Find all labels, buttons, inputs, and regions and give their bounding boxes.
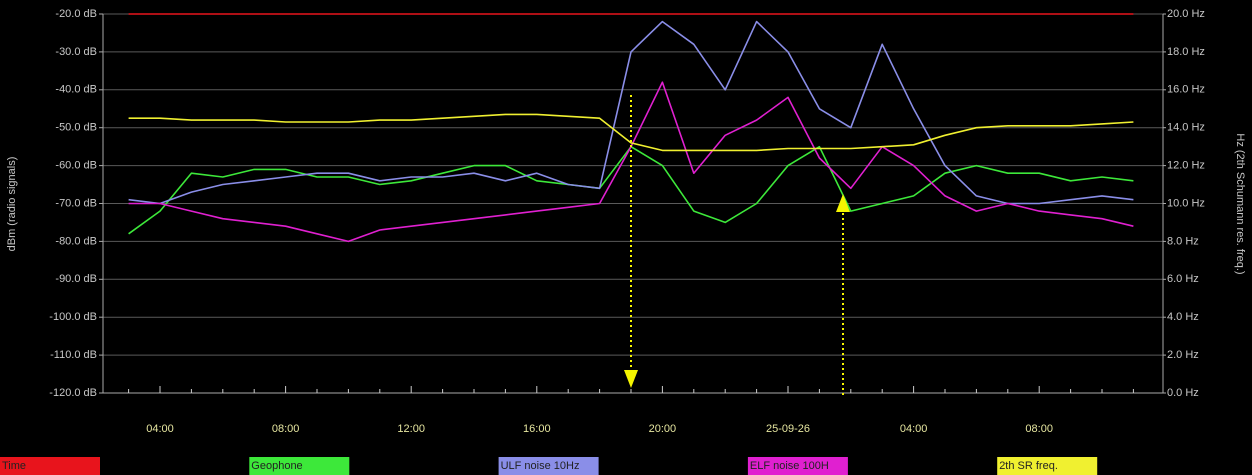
y-tick-label: -80.0 dB [55,235,97,247]
y-tick-label: -70.0 dB [55,197,97,209]
legend-label: ULF noise 10Hz [501,460,580,472]
series-line [128,113,1134,152]
y-tick-label: -110.0 dB [50,349,97,361]
y-tick-label: -120.0 dB [49,387,97,399]
x-tick-label: 04:00 [900,423,928,435]
y2-tick-label: 8.0 Hz [1167,235,1199,247]
y-tick-label: -30.0 dB [55,46,97,58]
y-tick-label: -20.0 dB [55,8,97,20]
arrow-head [624,370,638,388]
y2-tick-label: 2.0 Hz [1167,349,1199,361]
legend-label: 2th SR freq. [999,460,1058,472]
y2-tick-label: 12.0 Hz [1167,160,1205,172]
legend-swatch [997,457,1098,475]
y-tick-label: -40.0 dB [55,84,97,96]
arrow-head [836,194,850,212]
y-axis-label: dBm (radio signals) [6,157,18,252]
y2-tick-label: 4.0 Hz [1167,311,1199,323]
annotation-arrows [624,95,850,395]
y2-tick-label: 16.0 Hz [1167,84,1205,96]
y2-tick-label: 14.0 Hz [1167,122,1205,134]
x-tick-label: 08:00 [272,423,300,435]
legend-label: Time [2,460,26,472]
y2-tick-label: 20.0 Hz [1167,8,1205,20]
x-tick-label: 20:00 [649,423,677,435]
y2-tick-label: 6.0 Hz [1167,273,1199,285]
x-tick-label: 04:00 [146,423,174,435]
legend-label: Geophone [251,460,302,472]
y-tick-label: -100.0 dB [49,311,97,323]
x-tick-label: 08:00 [1025,423,1053,435]
y2-axis-label: Hz (2th Schumann res. freq.) [1234,133,1246,274]
x-tick-label: 25-09-26 [766,423,810,435]
legend-swatch [498,457,599,475]
y2-tick-label: 10.0 Hz [1167,197,1205,209]
x-tick-label: 12:00 [397,423,425,435]
legend-swatch [249,457,350,475]
y2-tick-label: 18.0 Hz [1167,46,1205,58]
y-tick-label: -60.0 dB [55,160,97,172]
y2-tick-label: 0.0 Hz [1167,387,1199,399]
legend-label: ELF noise 100H [750,460,829,472]
x-tick-label: 16:00 [523,423,551,435]
series-line [128,20,1134,205]
y-tick-label: -90.0 dB [55,273,97,285]
y-tick-label: -50.0 dB [55,122,97,134]
legend-swatch [747,457,848,475]
legend-swatch [0,457,100,475]
